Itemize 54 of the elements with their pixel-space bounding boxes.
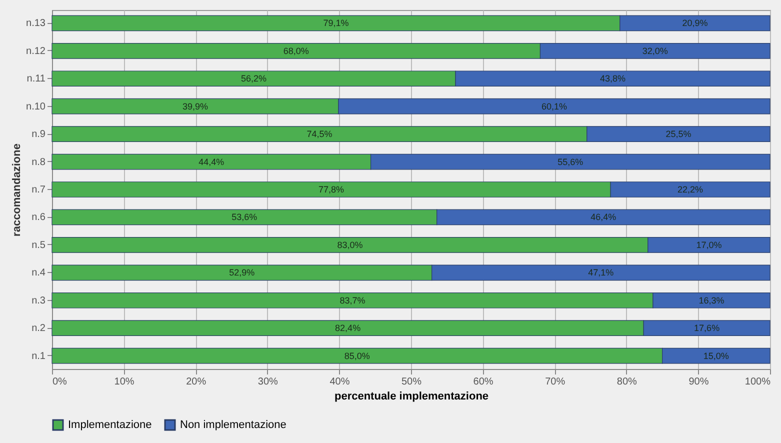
data-label: 47,1% <box>588 268 614 278</box>
data-label: 68,0% <box>283 46 309 56</box>
data-label: 16,3% <box>698 295 724 306</box>
x-tick-label: 90% <box>688 376 709 388</box>
y-tick-label: n.3 <box>32 295 46 306</box>
y-tick-label: n.2 <box>32 323 46 334</box>
x-tick-label: 40% <box>330 376 350 388</box>
y-tick-label: n.10 <box>26 101 46 112</box>
data-label: 43,8% <box>600 74 626 84</box>
y-tick-label: n.13 <box>26 18 46 30</box>
data-label: 56,2% <box>240 74 267 84</box>
data-label: 53,6% <box>232 212 258 222</box>
x-tick-label: 30% <box>258 376 278 388</box>
y-tick-label: n.9 <box>32 129 46 140</box>
data-label: 32,0% <box>642 46 668 56</box>
y-tick-label: n.1 <box>32 350 46 362</box>
data-label: 85,0% <box>344 350 370 361</box>
y-tick-label: n.6 <box>32 212 46 224</box>
data-label: 39,9% <box>182 101 208 112</box>
x-tick-label: 50% <box>401 376 422 388</box>
data-label: 20,9% <box>682 18 708 28</box>
data-label: 55,6% <box>558 156 584 167</box>
x-tick-label: 70% <box>545 376 566 388</box>
legend-label: Implementazione <box>68 419 152 431</box>
y-axis-title: raccomandazione <box>11 144 24 236</box>
x-axis-title: percentuale implementazione <box>334 390 489 402</box>
y-tick-label: n.7 <box>32 184 46 196</box>
data-label: 77,8% <box>318 184 344 194</box>
data-label: 83,7% <box>340 295 366 306</box>
data-label: 74,5% <box>306 129 332 140</box>
x-tick-label: 10% <box>114 376 134 388</box>
data-label: 79,1% <box>323 18 349 28</box>
data-label: 82,4% <box>335 323 361 334</box>
y-tick-label: n.5 <box>32 240 46 251</box>
data-label: 17,6% <box>694 323 720 334</box>
y-tick-label: n.11 <box>26 74 46 85</box>
legend-label: Non implementazione <box>180 419 286 431</box>
x-tick-label: 20% <box>186 376 206 388</box>
data-label: 83,0% <box>337 240 363 250</box>
x-tick-label: 80% <box>616 376 638 388</box>
x-tick-label: 60% <box>473 376 494 388</box>
data-label: 60,1% <box>541 101 568 112</box>
data-label: 52,9% <box>229 268 255 278</box>
y-tick-label: n.12 <box>26 46 46 57</box>
y-tick-label: n.4 <box>32 268 46 279</box>
data-label: 15,0% <box>703 350 729 361</box>
data-label: 17,0% <box>696 240 722 250</box>
data-label: 25,5% <box>666 129 692 140</box>
x-tick-label: 100% <box>744 376 771 388</box>
x-tick-label: 0% <box>52 376 68 388</box>
y-tick-label: n.8 <box>32 156 46 168</box>
data-label: 44,4% <box>198 156 224 167</box>
data-label: 46,4% <box>590 212 616 222</box>
data-label: 22,2% <box>678 184 704 194</box>
